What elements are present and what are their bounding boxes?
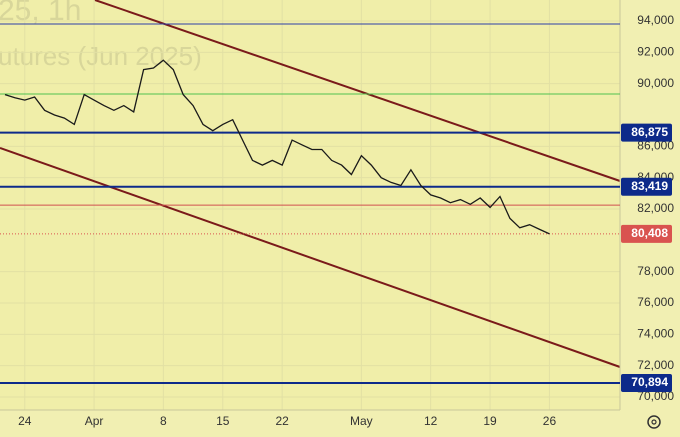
watermark: 25, 1h [0,0,81,27]
trend-line [94,0,621,182]
settings-icon[interactable] [647,415,661,429]
y-tick-label: 90,000 [637,76,674,90]
y-tick-label: 92,000 [637,44,674,58]
watermark: utures (Jun 2025) [0,41,202,71]
settings-dot [651,419,657,425]
x-tick-label: Apr [85,414,104,428]
y-tick-label: 74,000 [637,327,674,341]
price-label: 70,894 [631,375,668,389]
y-tick-label: 76,000 [637,295,674,309]
trend-line [0,147,621,368]
price-label-box [621,123,672,142]
x-tick-label: 15 [216,414,230,428]
x-tick-label: 8 [160,414,167,428]
x-tick-label: 26 [543,414,557,428]
x-tick-label: May [350,414,373,428]
x-tick-label: 12 [424,414,438,428]
price-label: 80,408 [631,226,668,240]
x-tick-label: 19 [483,414,497,428]
x-tick-label: 22 [275,414,289,428]
price-label-box [621,373,672,392]
price-line [4,59,550,235]
price-label-box [621,177,672,196]
settings-ring [647,415,661,429]
y-tick-label: 70,000 [637,389,674,403]
y-tick-label: 82,000 [637,201,674,215]
y-tick-label: 94,000 [637,13,674,27]
price-label: 86,875 [631,125,668,139]
price-label-box [621,224,672,243]
y-tick-label: 72,000 [637,358,674,372]
y-tick-label: 78,000 [637,264,674,278]
y-tick-label: 86,000 [637,138,674,152]
price-label: 83,419 [631,179,668,193]
x-tick-label: 24 [18,414,32,428]
